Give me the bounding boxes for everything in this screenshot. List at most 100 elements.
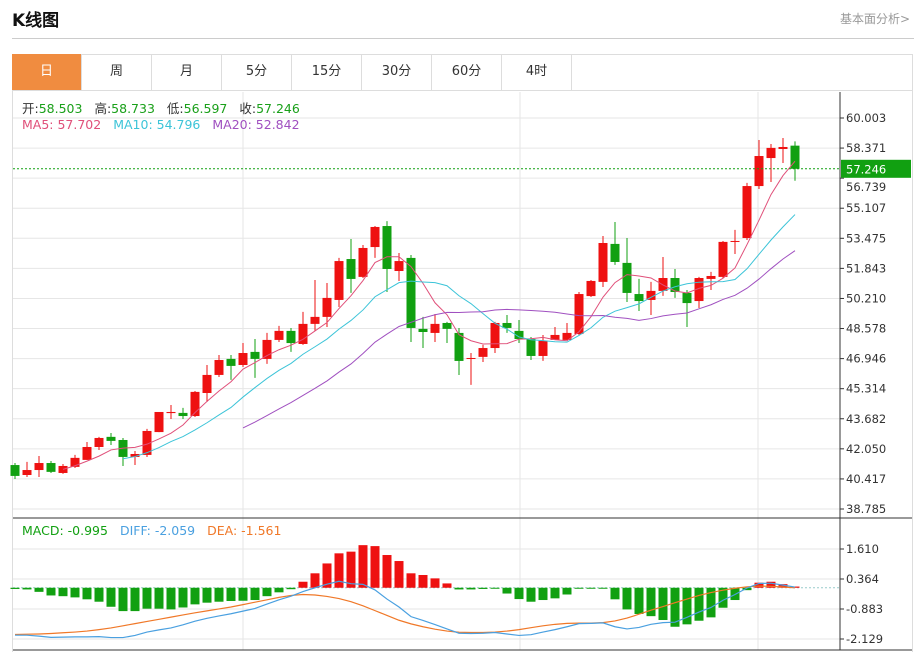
- candle-body: [790, 145, 800, 169]
- candle: [370, 226, 380, 258]
- candle-body: [454, 332, 464, 361]
- macd-bar: [598, 587, 608, 589]
- candle: [670, 268, 680, 298]
- candle-body: [238, 353, 248, 365]
- macd-bar: [130, 587, 140, 612]
- dea-value: DEA: -1.561: [207, 523, 282, 538]
- candle-body: [622, 262, 632, 293]
- candle-body: [550, 334, 560, 340]
- candle-body: [70, 457, 80, 467]
- tab-60min[interactable]: 60分: [432, 54, 502, 90]
- candle: [358, 245, 368, 279]
- macd-bar: [10, 587, 20, 589]
- candle: [22, 461, 32, 478]
- candle-body: [574, 294, 584, 335]
- tab-15min[interactable]: 15分: [292, 54, 362, 90]
- high-label: 高:: [94, 101, 112, 116]
- candle-body: [430, 323, 440, 333]
- ma-info: MA5: 57.702 MA10: 54.796 MA20: 52.842: [22, 117, 308, 132]
- candle-body: [562, 332, 572, 340]
- candle: [106, 432, 116, 445]
- candle-body: [322, 297, 332, 317]
- ma5-line: [62, 160, 796, 470]
- price-tick-label: 48.578: [846, 322, 886, 336]
- tab-30min[interactable]: 30分: [362, 54, 432, 90]
- candle-body: [766, 147, 776, 159]
- macd-bar: [82, 587, 92, 600]
- macd-bar: [442, 583, 452, 588]
- macd-bar: [226, 587, 236, 601]
- candle-body: [538, 340, 548, 356]
- price-tick-label: 42.050: [846, 442, 886, 456]
- tab-week[interactable]: 周: [82, 54, 152, 90]
- macd-bar: [58, 587, 68, 597]
- macd-bar: [526, 587, 536, 602]
- candle: [226, 355, 236, 380]
- macd-bar: [622, 587, 632, 610]
- tab-day[interactable]: 日: [12, 54, 82, 90]
- macd-bar: [478, 587, 488, 589]
- candle-body: [166, 411, 176, 414]
- candle-body: [754, 156, 764, 187]
- candle-body: [718, 241, 728, 277]
- candle: [418, 316, 428, 349]
- macd-bar: [142, 587, 152, 609]
- macd-bar: [502, 587, 512, 594]
- page-title: K线图: [12, 11, 60, 31]
- macd-tick-label: 1.610: [846, 542, 879, 556]
- macd-bar: [490, 587, 500, 589]
- candle-body: [58, 465, 68, 473]
- candle: [118, 437, 128, 466]
- candle: [130, 451, 140, 466]
- candle: [730, 229, 740, 255]
- candle: [454, 327, 464, 375]
- macd-bar: [538, 587, 548, 601]
- candle: [262, 332, 272, 364]
- candle: [478, 344, 488, 363]
- candle-body: [34, 463, 44, 471]
- tab-4hour[interactable]: 4时: [502, 54, 572, 90]
- candle-body: [370, 226, 380, 248]
- candle-body: [526, 339, 536, 356]
- candle-body: [502, 322, 512, 328]
- macd-bar: [118, 587, 128, 612]
- fundamental-analysis-link[interactable]: 基本面分析>: [839, 12, 910, 26]
- macd-bar: [586, 587, 596, 589]
- header-divider: [12, 38, 914, 39]
- macd-bar: [634, 587, 644, 614]
- open-value: 58.503: [38, 101, 83, 116]
- tab-month[interactable]: 月: [152, 54, 222, 90]
- tab-5min[interactable]: 5分: [222, 54, 292, 90]
- candle: [274, 325, 284, 342]
- candle-body: [334, 261, 344, 300]
- candle-body: [418, 328, 428, 333]
- candle: [574, 292, 584, 335]
- candle-body: [262, 339, 272, 359]
- diff-line: [15, 580, 796, 639]
- macd-bar: [166, 587, 176, 610]
- macd-bar: [406, 573, 416, 588]
- macd-bar: [310, 573, 320, 588]
- candle-body: [670, 278, 680, 293]
- price-tick-label: 55.107: [846, 201, 886, 215]
- candle-body: [274, 330, 284, 340]
- candle-body: [610, 243, 620, 262]
- macd-tick-label: 0.364: [846, 572, 879, 586]
- macd-bar: [454, 587, 464, 590]
- candle-body: [106, 436, 116, 441]
- macd-bar: [514, 587, 524, 600]
- candle-body: [94, 437, 104, 447]
- candle: [178, 407, 188, 419]
- candle: [298, 311, 308, 345]
- candle: [34, 456, 44, 478]
- candle-body: [466, 357, 476, 359]
- price-tick-label: 43.682: [846, 412, 886, 426]
- candle-body: [742, 186, 752, 239]
- ma20-line: [242, 250, 796, 429]
- chart-frame: [12, 54, 913, 652]
- candle: [646, 281, 656, 316]
- macd-bar: [34, 587, 44, 592]
- price-tick-label: 38.785: [846, 502, 886, 516]
- candle-body: [154, 411, 164, 433]
